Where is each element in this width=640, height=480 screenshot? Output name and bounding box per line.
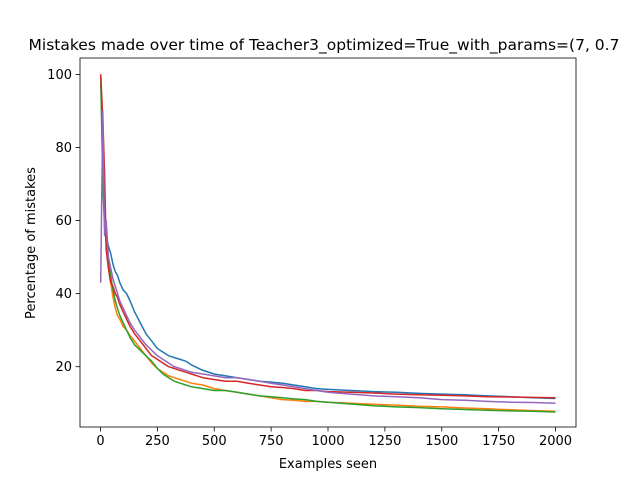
chart-title: Mistakes made over time of Teacher3_opti… bbox=[29, 36, 620, 55]
series-line-2 bbox=[99, 74, 556, 413]
y-axis-label: Percentage of mistakes bbox=[24, 167, 39, 319]
y-tick-label: 40 bbox=[55, 287, 72, 302]
x-tick-label: 250 bbox=[145, 434, 170, 449]
y-tick-label: 100 bbox=[47, 68, 72, 83]
x-tick-label: 1500 bbox=[425, 434, 458, 449]
x-tick-label: 750 bbox=[259, 434, 284, 449]
x-tick-label: 1250 bbox=[368, 434, 401, 449]
y-tick-label: 20 bbox=[55, 360, 72, 375]
axes-layer: 0 250 500 750 1000 1250 1500 1750 2000 20 40 60 80 10… bbox=[47, 57, 577, 449]
x-tick-label: 2000 bbox=[539, 434, 572, 449]
x-axis-label: Examples seen bbox=[279, 457, 377, 472]
x-tick-label: 1750 bbox=[482, 434, 515, 449]
x-tick-label: 0 bbox=[96, 434, 104, 449]
series-line-4 bbox=[99, 74, 556, 399]
x-tick-label: 500 bbox=[202, 434, 227, 449]
series-line-5 bbox=[99, 110, 556, 405]
series-line-1 bbox=[99, 74, 556, 400]
series-line-3 bbox=[99, 74, 556, 413]
y-tick-label: 80 bbox=[55, 141, 72, 156]
x-tick-label: 1000 bbox=[311, 434, 344, 449]
y-tick-label: 60 bbox=[55, 214, 72, 229]
series-layer bbox=[99, 74, 556, 413]
